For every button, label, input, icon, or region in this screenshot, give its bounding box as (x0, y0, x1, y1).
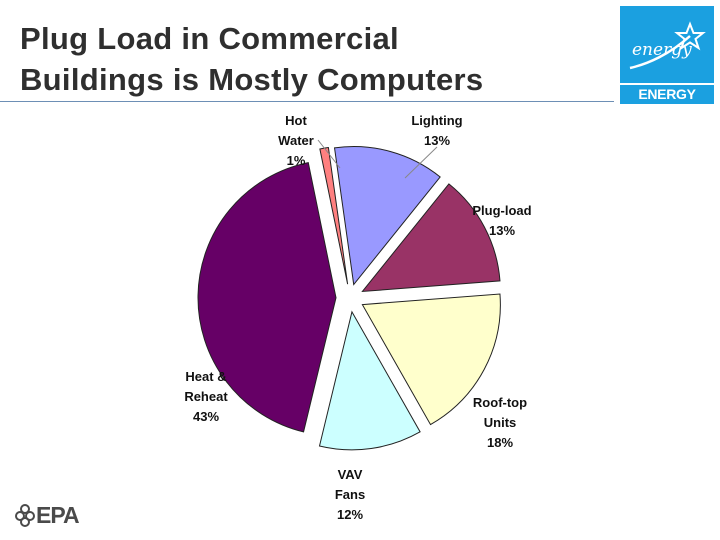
energy-script-text: energy (632, 40, 692, 60)
slice-name-label: Roof-top (473, 395, 527, 410)
pie-slice-lighting (333, 146, 441, 286)
slice-percent-label: 13% (424, 133, 450, 148)
pie-slice-roof-top-units (361, 293, 501, 426)
energy-star-logo: energy ENERGY STAR (620, 6, 714, 121)
slice-name-label: Lighting (411, 113, 462, 128)
pie-slice-heat-reheat (197, 161, 337, 433)
epa-flower-icon (15, 504, 35, 527)
slice-percent-label: 13% (489, 223, 515, 238)
slice-percent-label: 12% (337, 507, 363, 522)
slide-title: Plug Load in Commercial Buildings is Mos… (20, 18, 600, 100)
title-line-2: Buildings is Mostly Computers (20, 62, 484, 97)
slice-percent-label: 1% (287, 153, 306, 168)
pie-slice-vav-fans (318, 310, 421, 451)
slice-percent-label: 18% (487, 435, 513, 450)
slice-name-label: Heat & (185, 369, 226, 384)
leader-line (404, 146, 438, 179)
leader-line (317, 139, 341, 169)
title-divider (0, 101, 614, 102)
slice-percent-label: 43% (193, 409, 219, 424)
epa-text: EPA (36, 502, 80, 528)
slice-name-label: VAV (338, 467, 363, 482)
pie-slices (197, 146, 501, 451)
pie-slice-plug-load (361, 183, 501, 293)
pie-labels: Lighting 13% Plug-load 13% Roof-top Units 18% V… (184, 113, 531, 522)
epa-logo: EPA (14, 500, 94, 530)
energy-star-icon: energy (629, 21, 706, 70)
label-leader-lines (317, 139, 438, 179)
title-line-1: Plug Load in Commercial (20, 21, 399, 56)
slice-name-label: Fans (335, 487, 365, 502)
slice-name-label: Water (278, 133, 314, 148)
energy-star-label: ENERGY STAR (620, 83, 714, 121)
slice-name-label: Reheat (184, 389, 228, 404)
slice-name-label: Plug-load (472, 203, 531, 218)
slice-name-label: Units (484, 415, 517, 430)
slice-name-label: Hot (285, 113, 307, 128)
